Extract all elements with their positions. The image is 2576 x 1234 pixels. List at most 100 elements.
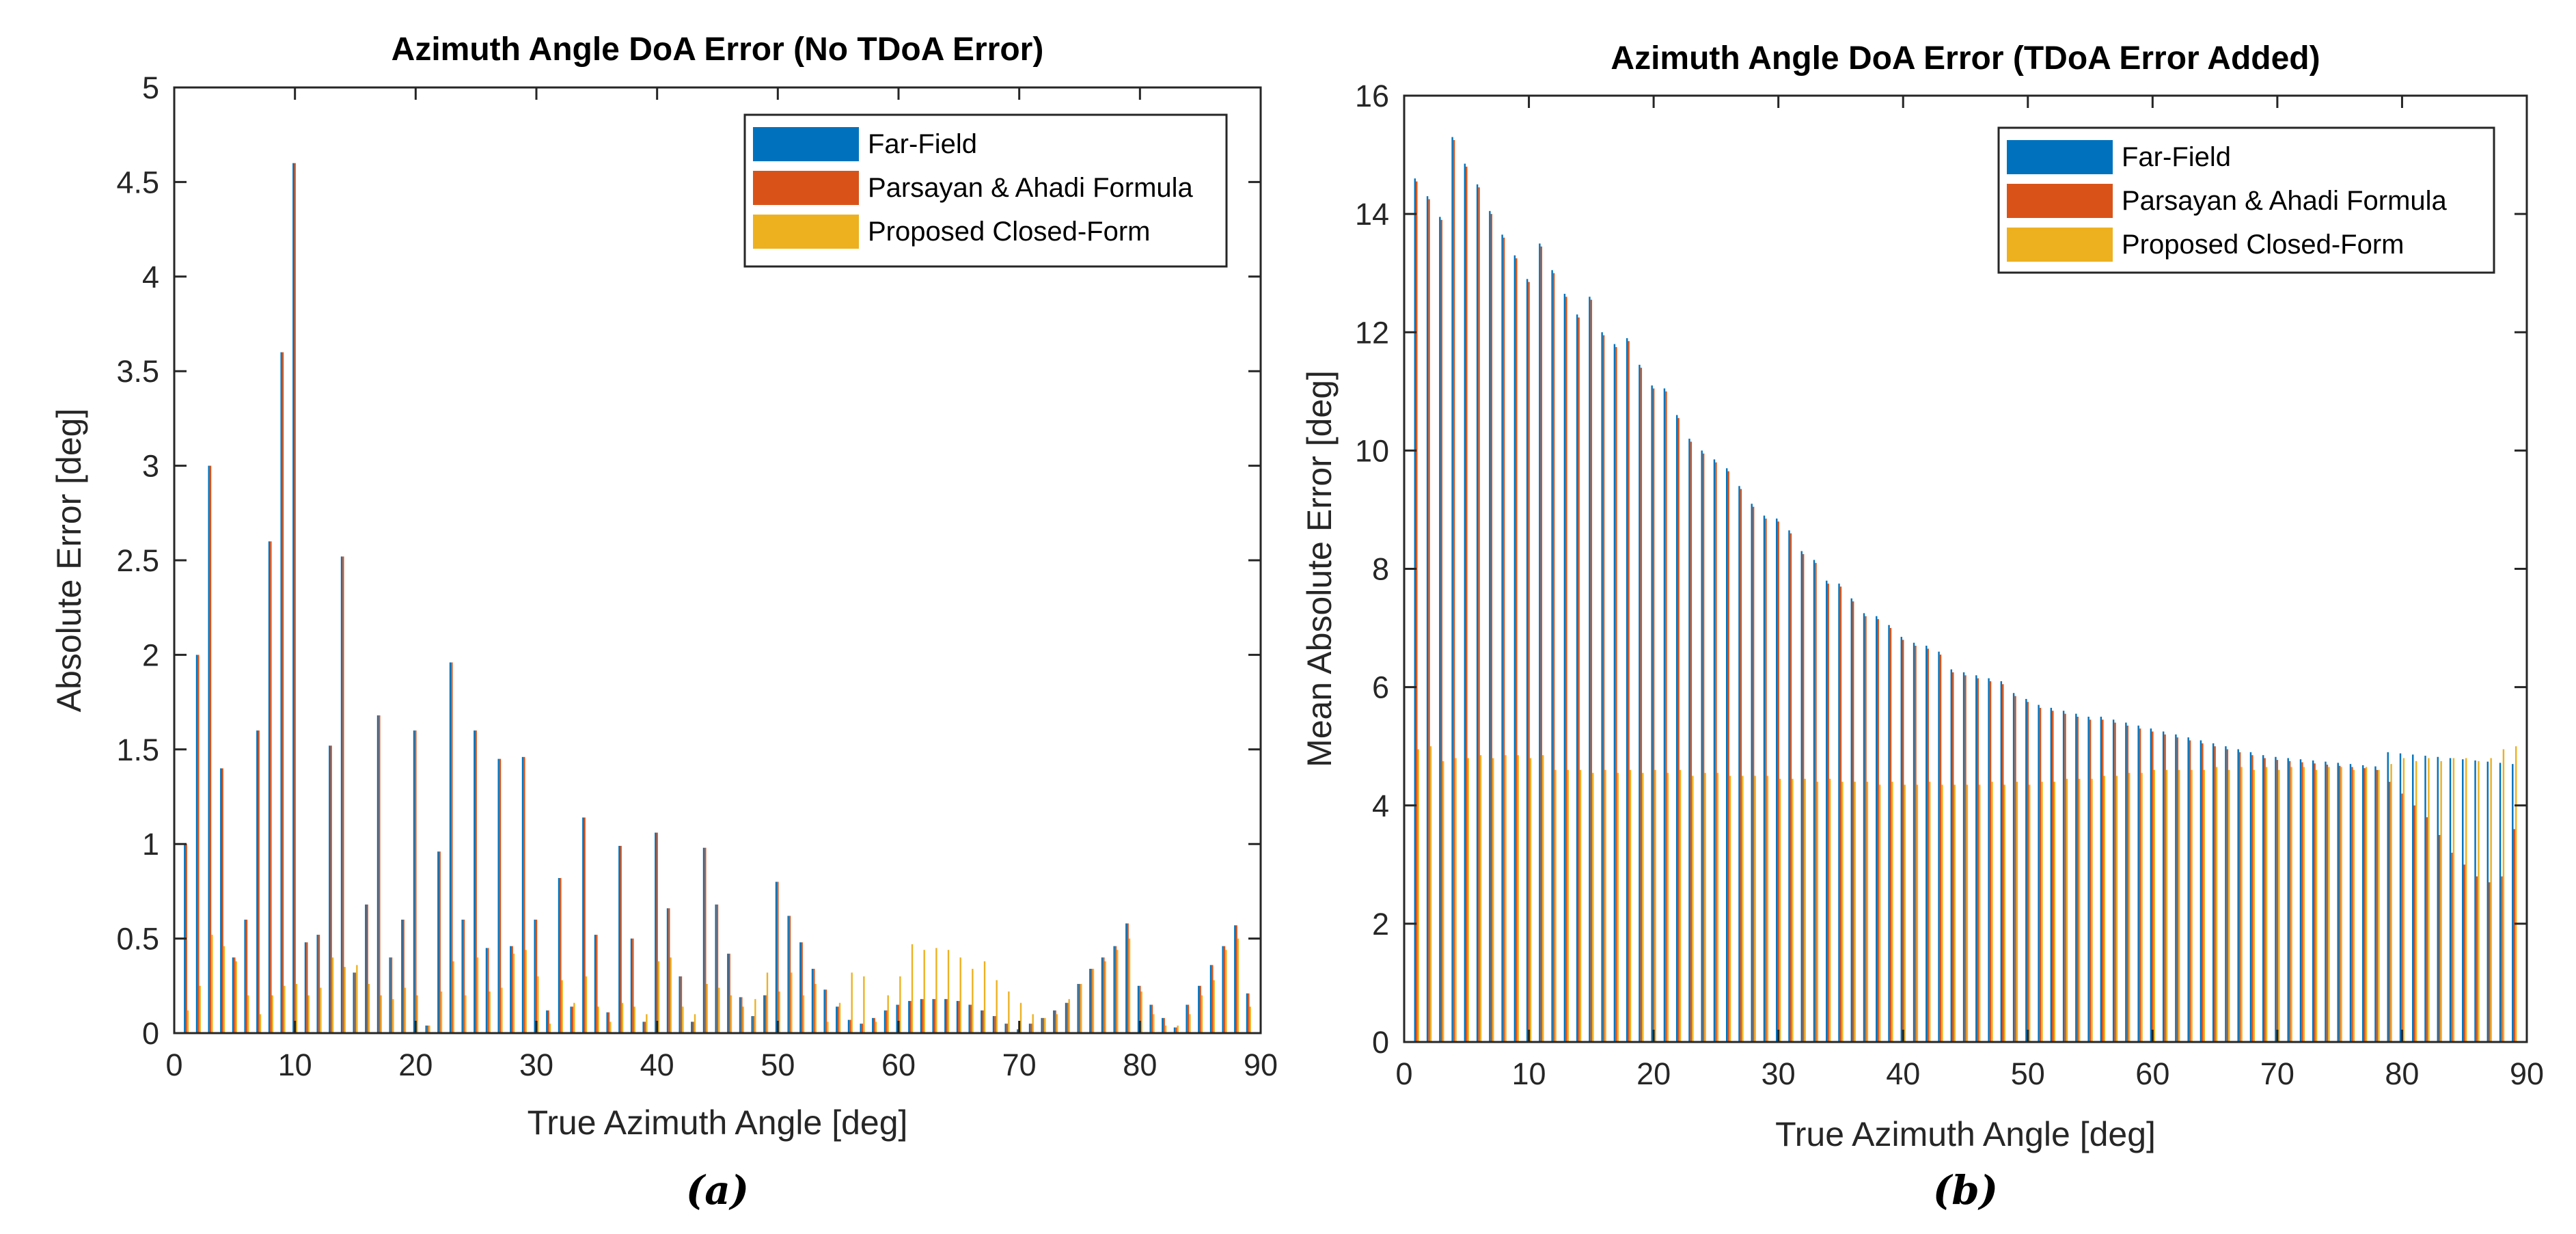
bar xyxy=(2440,760,2442,1042)
bar xyxy=(887,995,889,1033)
bar xyxy=(1017,1029,1019,1033)
x-tick-label: 30 xyxy=(1762,1056,1796,1091)
y-tick-label: 0 xyxy=(1372,1025,1389,1060)
bar xyxy=(316,935,318,1033)
bar xyxy=(344,967,346,1033)
bar xyxy=(2052,711,2054,1042)
bar xyxy=(294,163,296,1034)
x-tick-label: 20 xyxy=(1636,1056,1671,1091)
bar xyxy=(1766,776,1769,1042)
bar xyxy=(1173,1027,1176,1033)
bar xyxy=(1091,968,1093,1033)
bar xyxy=(295,984,298,1033)
bar xyxy=(1928,782,1931,1043)
bar xyxy=(777,881,779,1033)
x-axis-label: True Azimuth Angle [deg] xyxy=(1775,1115,2156,1153)
bar xyxy=(811,968,814,1033)
bar xyxy=(1692,776,1694,1042)
bar xyxy=(1852,601,1854,1042)
bar xyxy=(992,1016,995,1033)
bar xyxy=(1551,270,1553,1042)
bar xyxy=(573,1002,575,1033)
bar xyxy=(1729,776,1731,1042)
bar xyxy=(706,984,708,1033)
bar xyxy=(1889,628,1892,1042)
bar xyxy=(814,984,817,1033)
bar xyxy=(823,989,825,1033)
bar xyxy=(1501,234,1503,1042)
bar xyxy=(1590,299,1593,1042)
x-tick-label: 60 xyxy=(881,1047,916,1082)
bar xyxy=(2502,749,2505,1042)
bar xyxy=(2016,782,2018,1043)
bar xyxy=(2402,758,2405,1042)
bar xyxy=(1116,950,1119,1033)
bar xyxy=(2290,767,2292,1042)
bar xyxy=(802,995,805,1033)
bar xyxy=(932,999,934,1033)
bar xyxy=(1826,580,1828,1042)
series-proposed-closed-form xyxy=(187,935,1251,1033)
bar xyxy=(2062,711,2065,1042)
bar xyxy=(694,1014,696,1033)
bar xyxy=(715,904,717,1033)
bar xyxy=(2003,784,2005,1042)
bar xyxy=(1888,625,1890,1042)
bar xyxy=(875,1022,877,1033)
bar xyxy=(561,980,563,1033)
bar xyxy=(1213,980,1215,1033)
bar xyxy=(1640,368,1643,1042)
bar xyxy=(2087,716,2089,1042)
bar xyxy=(607,1012,610,1033)
bar xyxy=(1725,468,1728,1042)
series-far-field xyxy=(1414,137,2514,1043)
bar xyxy=(1913,642,1915,1042)
bar xyxy=(546,1010,548,1033)
bar xyxy=(766,972,769,1033)
bar xyxy=(813,968,815,1033)
bar xyxy=(1754,776,1756,1042)
bar xyxy=(2428,758,2430,1042)
bar xyxy=(656,832,658,1033)
bar xyxy=(1416,181,1418,1042)
bar xyxy=(2002,684,2004,1042)
y-tick-label: 1 xyxy=(142,827,159,862)
bar xyxy=(2014,696,2016,1042)
bar xyxy=(972,968,974,1033)
bar xyxy=(1601,332,1603,1042)
bar xyxy=(2126,725,2129,1042)
bar xyxy=(2278,769,2280,1042)
bar xyxy=(1065,1002,1067,1033)
bar xyxy=(1704,773,1706,1042)
bar xyxy=(621,1002,624,1033)
bar xyxy=(511,946,513,1033)
bar xyxy=(1792,778,1794,1042)
bar xyxy=(1426,196,1429,1042)
y-tick-label: 14 xyxy=(1355,197,1389,232)
bar xyxy=(1006,1024,1009,1033)
y-tick-label: 2.5 xyxy=(116,543,159,578)
bar xyxy=(510,946,512,1033)
bar xyxy=(2413,805,2415,1042)
bar xyxy=(754,999,756,1033)
bar xyxy=(1030,1024,1032,1033)
bar xyxy=(704,847,707,1033)
legend-swatch xyxy=(2007,184,2113,218)
bar xyxy=(1904,784,1906,1042)
bar xyxy=(1113,946,1115,1033)
bar xyxy=(1516,258,1518,1042)
y-tick-label: 12 xyxy=(1355,315,1389,350)
bar xyxy=(2079,778,2081,1042)
bar xyxy=(258,730,260,1033)
bar xyxy=(1139,985,1141,1033)
bar xyxy=(837,1006,839,1033)
bar xyxy=(2028,784,2031,1042)
bar xyxy=(935,948,937,1033)
bar xyxy=(340,556,343,1033)
bar xyxy=(428,1025,430,1033)
y-tick-label: 0 xyxy=(142,1016,159,1051)
bar xyxy=(1916,784,1919,1042)
bar xyxy=(2202,743,2204,1042)
bar xyxy=(549,1024,551,1033)
bar xyxy=(1813,560,1815,1042)
